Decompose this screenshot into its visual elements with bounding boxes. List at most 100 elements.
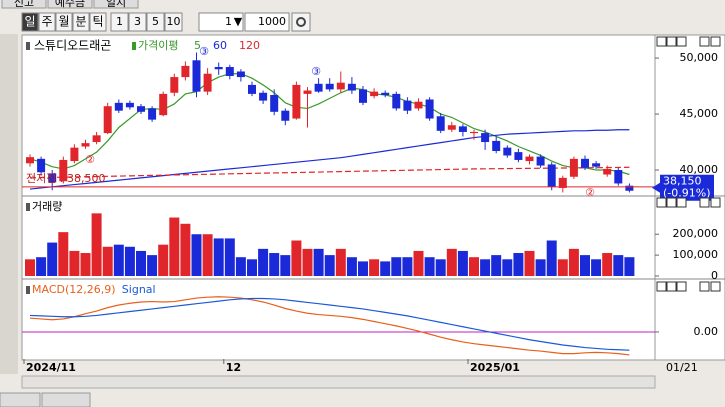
settings-icon — [296, 17, 306, 27]
interval-label[interactable]: 10 — [167, 15, 181, 28]
candle-body — [470, 131, 478, 134]
volume-bar — [435, 259, 446, 276]
candle-body — [336, 82, 345, 90]
count-value[interactable]: 1000 — [258, 15, 286, 28]
tab[interactable] — [93, 0, 139, 9]
panel-button[interactable] — [676, 36, 687, 47]
panel-button[interactable] — [699, 36, 710, 47]
y-tick-label: 50,000 — [680, 51, 719, 64]
low-line-label: 전저점 : 38,500 — [26, 172, 106, 185]
scrollbar[interactable] — [21, 375, 656, 389]
bottom-tab[interactable] — [41, 392, 91, 407]
dropdown-arrow: ▼ — [234, 15, 243, 28]
volume-bar — [324, 255, 335, 276]
candle-body — [114, 102, 123, 111]
candle-body — [481, 133, 490, 143]
interval-button[interactable] — [110, 12, 129, 32]
legend-entry: MACD(12,26,9) — [32, 283, 116, 296]
price-tag-change: (-0.91%) — [663, 187, 711, 200]
panel-button[interactable] — [676, 197, 687, 208]
tab-label[interactable]: 일지 — [106, 0, 126, 9]
period-button[interactable] — [72, 12, 90, 32]
interval-button[interactable] — [146, 12, 165, 32]
volume-bar — [213, 238, 224, 276]
panel-button[interactable] — [710, 36, 721, 47]
candle-body — [492, 140, 501, 151]
candle-body — [558, 177, 567, 188]
volume-bar — [580, 255, 590, 276]
candle-body — [192, 60, 201, 92]
y-tick-label: 200,000 — [673, 227, 719, 240]
volume-bar — [224, 238, 235, 276]
panel-button[interactable] — [666, 281, 677, 292]
period-button[interactable] — [38, 12, 56, 32]
interval-label[interactable]: 3 — [134, 15, 141, 28]
period-label[interactable]: 주 — [41, 15, 52, 29]
panel-button[interactable] — [710, 281, 721, 292]
candle-body — [347, 83, 356, 91]
interval-button[interactable] — [128, 12, 147, 32]
tab[interactable] — [1, 0, 47, 9]
settings-button[interactable] — [291, 12, 311, 32]
unit-input[interactable] — [198, 12, 244, 32]
tab[interactable] — [47, 0, 93, 9]
unit-value[interactable]: 1 — [225, 15, 232, 28]
y-tick-label: 0.00 — [694, 325, 719, 338]
indicator-line — [29, 297, 630, 351]
candle-body — [503, 147, 512, 156]
panel-button[interactable] — [656, 197, 667, 208]
volume-bar — [136, 250, 146, 276]
volume-bar — [557, 259, 568, 276]
candle-body — [359, 89, 367, 103]
panel-button[interactable] — [666, 197, 677, 208]
period-label[interactable]: 분 — [75, 15, 86, 29]
period-label[interactable]: 월 — [58, 15, 69, 29]
panel-button[interactable] — [676, 281, 687, 292]
candle-body — [81, 143, 90, 147]
interval-label[interactable]: 1 — [116, 15, 123, 28]
tab-label[interactable]: 예수금 — [55, 0, 85, 9]
bottom-tab[interactable] — [0, 392, 41, 407]
legend-marker — [26, 203, 30, 211]
legend-marker — [26, 286, 30, 294]
panel-button[interactable] — [656, 36, 667, 47]
x-tick-label: 2025/01 — [470, 361, 520, 374]
volume-bar — [102, 246, 113, 276]
volume-bar — [391, 257, 402, 276]
panel-button[interactable] — [666, 36, 677, 47]
interval-button[interactable] — [164, 12, 183, 32]
period-button[interactable] — [55, 12, 73, 32]
volume-bar — [202, 234, 213, 276]
panel-button[interactable] — [699, 197, 710, 208]
panel-button[interactable] — [710, 197, 721, 208]
tab-label[interactable]: 신고 — [14, 0, 34, 9]
candle-body — [159, 93, 168, 116]
panel-button[interactable] — [699, 281, 710, 292]
panel-button[interactable] — [656, 281, 667, 292]
candle-body — [303, 90, 312, 94]
candle-body — [137, 106, 145, 112]
signal-annotation: ② — [85, 153, 95, 166]
volume-bar — [346, 257, 357, 276]
candle-body — [614, 170, 623, 184]
period-label[interactable]: 일 — [24, 15, 35, 29]
candle-body — [314, 83, 323, 92]
panel-title: 거래량 — [32, 200, 62, 213]
volume-bar — [369, 259, 380, 276]
period-label[interactable]: 틱 — [92, 15, 103, 29]
candle-body — [525, 156, 534, 162]
volume-bar — [469, 257, 479, 276]
interval-label[interactable]: 5 — [152, 15, 159, 28]
period-button[interactable] — [21, 12, 39, 32]
volume-bar — [258, 248, 269, 276]
volume-bar — [358, 261, 368, 276]
candle-body — [203, 73, 212, 92]
candle-body — [26, 157, 34, 164]
candle-body — [381, 92, 390, 96]
period-button[interactable] — [89, 12, 107, 32]
legend-entry: 120 — [239, 39, 260, 52]
candle-body — [425, 99, 434, 119]
count-input[interactable] — [244, 12, 290, 32]
candle-body — [259, 92, 268, 101]
y-tick-label: 45,000 — [680, 107, 719, 120]
